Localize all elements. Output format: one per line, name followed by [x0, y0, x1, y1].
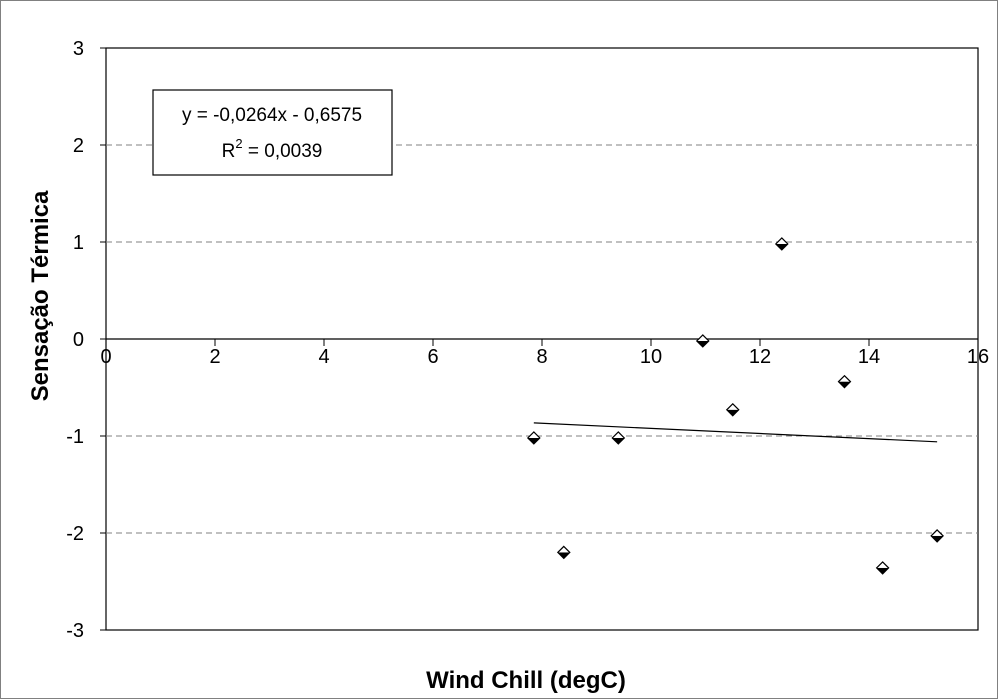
x-tick-label: 4 — [318, 346, 329, 368]
x-tick-label: 10 — [640, 346, 662, 368]
trendline-r-squared: R2 = 0,0039 — [222, 136, 323, 162]
x-axis-title: Wind Chill (degC) — [426, 667, 626, 694]
y-tick-label: 0 — [73, 329, 84, 351]
y-tick-label: 2 — [73, 135, 84, 157]
data-point — [725, 402, 740, 417]
x-axis-ticks: 0 2 4 6 8 10 12 14 16 — [100, 339, 989, 368]
data-point — [774, 237, 789, 251]
x-tick-label: 8 — [536, 346, 547, 368]
y-axis-ticks: 3 2 1 0 -1 -2 -3 — [66, 38, 106, 642]
x-tick-label: 16 — [967, 346, 989, 368]
equation-box: y = -0,0264x - 0,6575 R2 = 0,0039 — [152, 89, 393, 176]
y-axis-title: Sensação Térmica — [27, 190, 54, 401]
data-point — [695, 334, 710, 348]
r-squared-exponent: 2 — [235, 136, 242, 151]
data-point — [526, 431, 541, 445]
data-point — [875, 561, 890, 575]
y-tick-label: 1 — [73, 232, 84, 254]
x-tick-label: 12 — [749, 346, 771, 368]
x-tick-label: 6 — [427, 346, 438, 368]
x-tick-label: 0 — [100, 346, 111, 368]
x-tick-label: 14 — [858, 346, 880, 368]
r-squared-value: = 0,0039 — [243, 141, 323, 162]
trendline-equation: y = -0,0264x - 0,6575 — [182, 105, 362, 126]
y-tick-label: -2 — [66, 523, 84, 545]
trendline — [533, 422, 938, 443]
r-squared-symbol: R — [222, 141, 236, 162]
data-point — [930, 529, 944, 543]
y-tick-label: -1 — [66, 426, 84, 448]
data-point — [611, 431, 626, 445]
x-tick-label: 2 — [209, 346, 220, 368]
data-point — [837, 374, 852, 389]
data-point — [556, 545, 571, 560]
y-tick-label: 3 — [73, 38, 84, 60]
data-points — [526, 237, 944, 575]
y-tick-label: -3 — [66, 620, 84, 642]
